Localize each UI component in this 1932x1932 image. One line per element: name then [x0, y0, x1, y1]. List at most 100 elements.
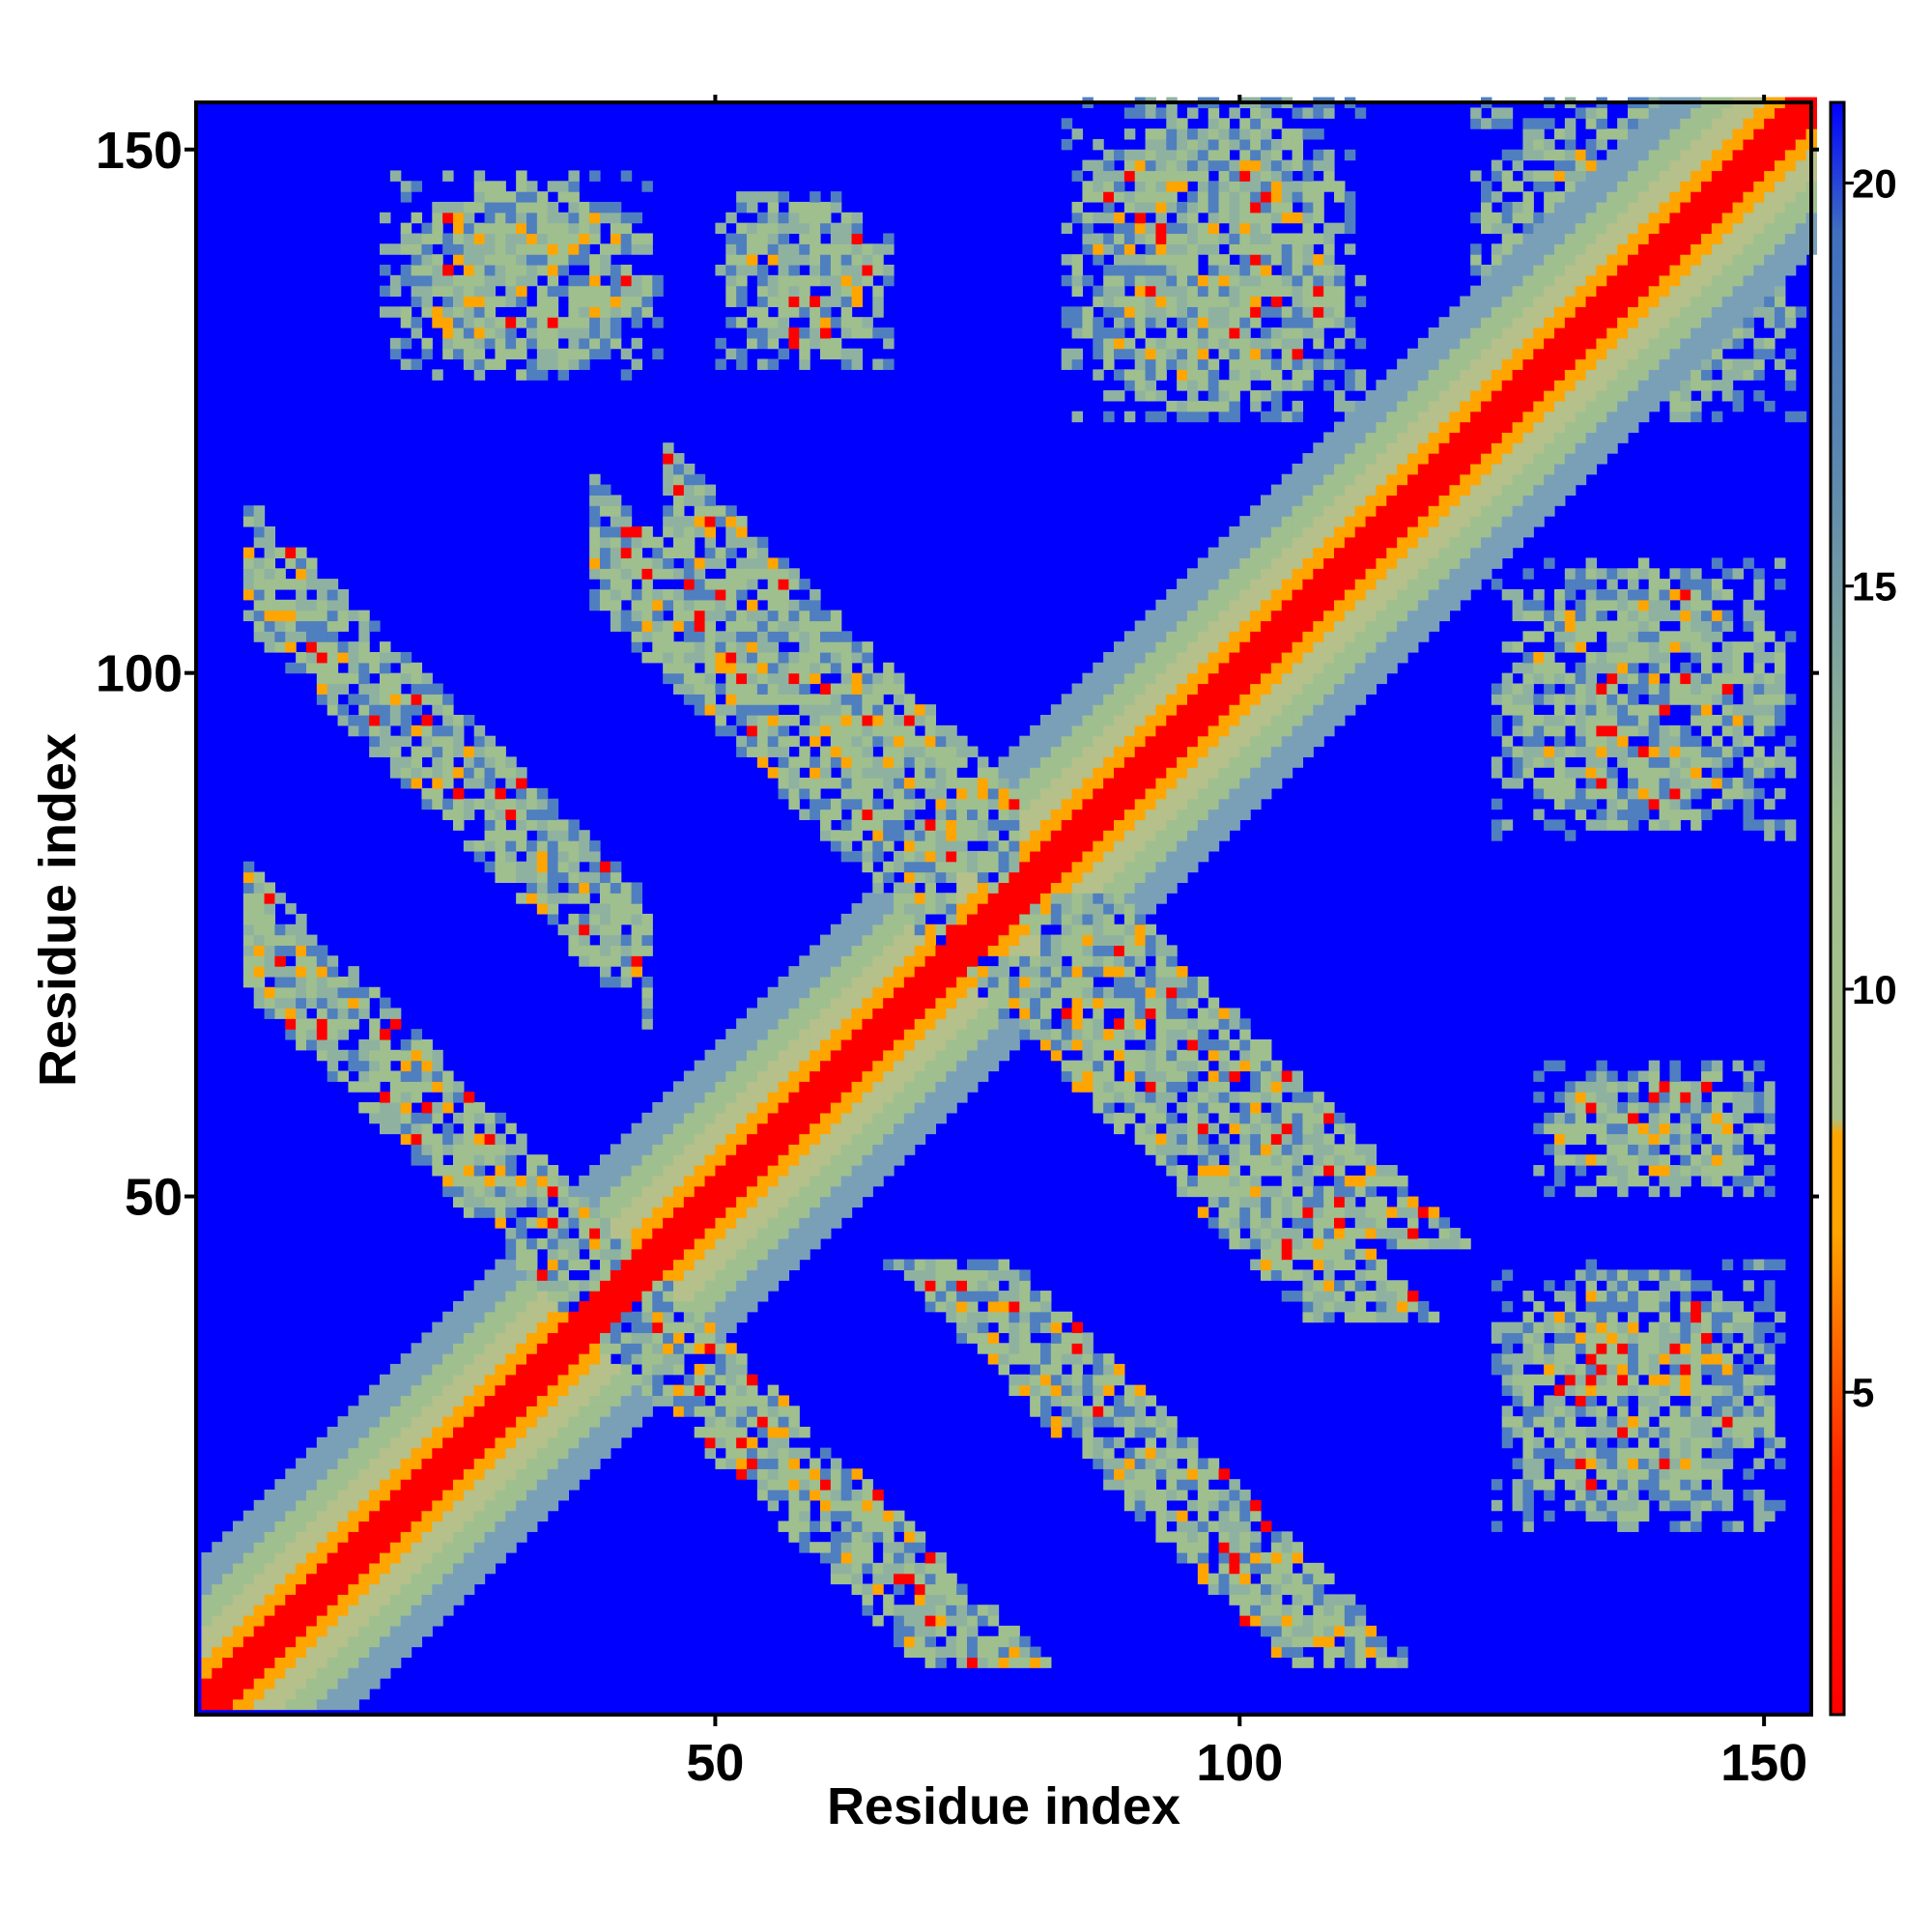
heatmap-cell	[1019, 756, 1031, 768]
heatmap-cell	[1123, 1384, 1136, 1397]
heatmap-cell	[851, 913, 864, 925]
heatmap-cell	[505, 1416, 517, 1428]
heatmap-cell	[883, 683, 895, 695]
heatmap-cell	[1114, 861, 1125, 873]
heatmap-cell	[694, 631, 706, 642]
heatmap-cell	[306, 1573, 318, 1585]
heatmap-cell	[610, 536, 622, 549]
heatmap-cell	[453, 243, 465, 255]
heatmap-cell	[715, 1165, 726, 1177]
heatmap-cell	[956, 861, 968, 873]
heatmap-cell	[253, 568, 266, 580]
heatmap-cell	[924, 778, 937, 789]
heatmap-cell	[1103, 850, 1115, 863]
heatmap-cell	[242, 1605, 255, 1616]
heatmap-cell	[788, 1029, 800, 1040]
heatmap-cell	[526, 1175, 538, 1187]
heatmap-cell	[736, 704, 748, 716]
heatmap-cell	[872, 893, 884, 904]
heatmap-cell	[380, 1542, 391, 1553]
heatmap-cell	[935, 819, 947, 831]
heatmap-cell	[620, 1207, 633, 1218]
heatmap-cell	[830, 923, 842, 936]
heatmap-cell	[212, 1573, 223, 1585]
heatmap-cell	[1061, 1008, 1073, 1019]
heatmap-cell	[715, 1102, 726, 1114]
heatmap-cell	[242, 610, 255, 622]
heatmap-cell	[600, 903, 611, 915]
heatmap-cell	[526, 1217, 538, 1229]
heatmap-cell	[756, 1479, 769, 1491]
heatmap-cell	[715, 1363, 726, 1376]
heatmap-cell	[935, 787, 947, 800]
heatmap-cell	[767, 1468, 780, 1480]
heatmap-cell	[725, 1154, 737, 1166]
heatmap-cell	[747, 1374, 758, 1386]
heatmap-cell	[641, 1259, 653, 1270]
heatmap-cell	[736, 1436, 748, 1449]
heatmap-cell	[358, 1038, 370, 1051]
heatmap-cell	[380, 651, 391, 664]
heatmap-cell	[799, 610, 810, 622]
heatmap-cell	[505, 1207, 517, 1218]
heatmap-cell	[1082, 233, 1094, 244]
heatmap-cell	[442, 212, 454, 224]
heatmap-cell	[694, 641, 706, 653]
heatmap-cell	[956, 809, 968, 820]
heatmap-cell	[872, 1081, 884, 1093]
heatmap-cell	[1030, 819, 1041, 831]
heatmap-cell	[935, 945, 947, 956]
heatmap-cell	[862, 1122, 873, 1135]
heatmap-cell	[830, 1060, 842, 1072]
heatmap-cell	[756, 588, 769, 601]
heatmap-cell	[222, 1646, 234, 1658]
heatmap-cell	[453, 715, 465, 726]
heatmap-cell	[463, 767, 475, 779]
heatmap-cell	[274, 631, 286, 642]
heatmap-cell	[421, 1102, 433, 1114]
heatmap-cell	[694, 1228, 706, 1239]
heatmap-cell	[851, 274, 864, 287]
heatmap-cell	[641, 526, 653, 538]
heatmap-cell	[778, 1038, 790, 1051]
heatmap-cell	[1134, 945, 1147, 956]
heatmap-cell	[296, 620, 307, 632]
heatmap-cell	[967, 1657, 979, 1668]
heatmap-cell	[337, 588, 350, 601]
heatmap-cell	[1114, 1374, 1125, 1386]
heatmap-cell	[337, 1605, 350, 1616]
heatmap-cell	[484, 1395, 497, 1406]
heatmap-cell	[242, 1646, 255, 1658]
heatmap-cell	[715, 1049, 726, 1062]
heatmap-cell	[946, 724, 957, 737]
heatmap-cell	[274, 568, 286, 580]
heatmap-cell	[1050, 1321, 1063, 1334]
heatmap-cell	[778, 1395, 790, 1406]
heatmap-cell	[820, 778, 832, 789]
heatmap-cell	[526, 819, 538, 831]
heatmap-cell	[526, 1311, 538, 1323]
heatmap-cell	[526, 264, 538, 276]
heatmap-cell	[453, 296, 465, 307]
heatmap-cell	[264, 1531, 276, 1543]
heatmap-cell	[935, 1625, 947, 1637]
heatmap-cell	[694, 1248, 706, 1261]
heatmap-cell	[1050, 715, 1063, 726]
heatmap-cell	[536, 296, 549, 307]
heatmap-cell	[620, 1165, 633, 1177]
heatmap-cell	[505, 1374, 517, 1386]
heatmap-cell	[1061, 306, 1073, 318]
heatmap-cell	[725, 1133, 737, 1145]
heatmap-cell	[862, 913, 873, 925]
heatmap-cell	[1082, 1374, 1094, 1386]
heatmap-cell	[516, 369, 527, 381]
heatmap-cell	[432, 1552, 443, 1564]
heatmap-cell	[673, 1175, 685, 1187]
heatmap-cell	[1123, 1479, 1136, 1491]
heatmap-cell	[495, 1311, 506, 1323]
heatmap-cell	[1050, 986, 1063, 999]
heatmap-cell	[316, 1657, 328, 1668]
heatmap-cell	[253, 945, 266, 956]
heatmap-cell	[830, 704, 842, 716]
heatmap-cell	[756, 1447, 769, 1460]
